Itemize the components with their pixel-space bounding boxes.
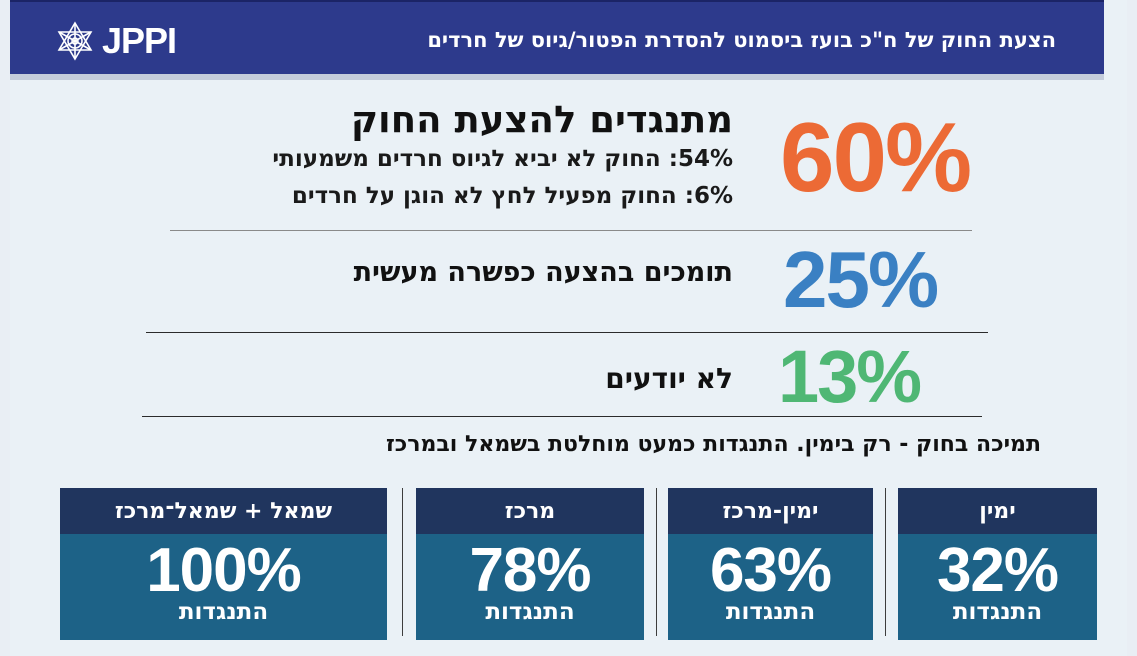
group-box-left: שמאל + שמאל־מרכז 100% התנגדות <box>60 488 387 640</box>
oppose-percent: 60% <box>780 102 972 212</box>
group-caption: התנגדות <box>485 599 575 625</box>
page-title: הצעת החוק של ח"כ בועז ביסמוט להסדרת הפטו… <box>427 28 1056 52</box>
group-caption: התנגדות <box>178 599 269 625</box>
group-name: שמאל + שמאל־מרכז <box>60 488 387 534</box>
group-caption: התנגדות <box>952 599 1043 625</box>
oppose-label: מתנגדים להצעת החוק <box>350 98 733 141</box>
group-name: מרכז <box>416 488 644 534</box>
header-bar: JPPI הצעת החוק של ח"כ בועז ביסמוט להסדרת… <box>10 0 1104 78</box>
group-caption: התנגדות <box>725 599 816 625</box>
group-separator <box>885 488 886 636</box>
group-percent: 32% <box>936 536 1059 605</box>
group-box-right-center: ימין-מרכז 63% התנגדות <box>668 488 873 640</box>
group-name: ימין <box>898 488 1097 534</box>
divider-3 <box>142 416 982 417</box>
group-percent: 63% <box>709 536 832 605</box>
support-label: תומכים בהצעה כפשרה מעשית <box>353 257 733 288</box>
jppi-logo: JPPI <box>54 20 177 62</box>
logo-text: JPPI <box>102 20 177 61</box>
oppose-sub-1: 54%: החוק לא יביא לגיוס חרדים משמעותי <box>272 146 733 172</box>
group-box-center: מרכז 78% התנגדות <box>416 488 644 640</box>
group-percent: 78% <box>469 536 591 605</box>
group-percent: 100% <box>146 536 302 605</box>
divider-2 <box>146 332 988 333</box>
group-separator <box>402 488 403 636</box>
header-shadow <box>10 74 1104 80</box>
support-percent: 25% <box>783 235 939 324</box>
group-box-right: ימין 32% התנגדות <box>898 488 1097 640</box>
star-of-david-icon <box>57 21 93 61</box>
oppose-sub-2: 6%: החוק מפעיל לחץ לא הוגן על חרדים <box>291 183 733 209</box>
group-name: ימין-מרכז <box>668 488 873 534</box>
group-separator <box>656 488 657 636</box>
dont-know-percent: 13% <box>778 335 922 418</box>
dont-know-label: לא יודעים <box>605 362 733 395</box>
section-title: תמיכה בחוק - רק בימין. התנגדות כמעט מוחל… <box>385 432 1041 457</box>
divider-1 <box>170 230 972 231</box>
